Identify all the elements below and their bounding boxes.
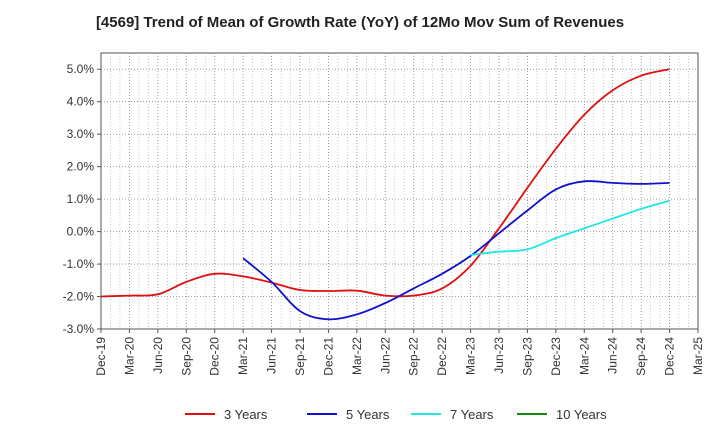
- x-tick-label: Jun-22: [378, 337, 392, 374]
- legend-label: 10 Years: [556, 407, 607, 422]
- series-line-5-years: [242, 180, 670, 321]
- x-axis: Dec-19 Mar-20 Jun-20 Sep-20 Dec-20 Mar-21 Jun-…: [94, 329, 705, 376]
- legend-item-3-years: 3 Years: [185, 407, 268, 422]
- x-tick-label: Dec-21: [321, 337, 335, 376]
- legend-item-7-years: 7 Years: [411, 407, 494, 422]
- legend-item-10-years: 10 Years: [517, 407, 607, 422]
- x-tick-label: Sep-21: [293, 337, 307, 376]
- x-tick-label: Dec-22: [435, 337, 449, 376]
- x-tick-label: Mar-20: [122, 337, 136, 375]
- legend-label: 7 Years: [450, 407, 494, 422]
- x-tick-label: Mar-24: [577, 337, 591, 375]
- y-tick-label: 4.0%: [67, 95, 95, 109]
- x-tick-label: Sep-20: [179, 337, 193, 376]
- x-tick-label: Dec-20: [208, 337, 222, 376]
- y-tick-label: 1.0%: [67, 192, 95, 206]
- grid-layer: [101, 53, 698, 329]
- legend-label: 5 Years: [346, 407, 390, 422]
- x-tick-label: Mar-23: [464, 337, 478, 375]
- x-tick-label: Jun-23: [492, 337, 506, 374]
- y-tick-label: 3.0%: [67, 127, 95, 141]
- x-tick-label: Jun-24: [606, 337, 620, 374]
- x-tick-label: Dec-23: [549, 337, 563, 376]
- x-tick-label: Dec-19: [94, 337, 108, 376]
- x-tick-label: Sep-22: [407, 337, 421, 376]
- y-tick-label: -1.0%: [63, 257, 95, 271]
- legend-label: 3 Years: [224, 407, 268, 422]
- x-tick-label: Mar-22: [350, 337, 364, 375]
- x-tick-label: Sep-24: [634, 337, 648, 376]
- x-tick-label: Jun-21: [265, 337, 279, 374]
- y-tick-label: -3.0%: [63, 322, 95, 336]
- legend-item-5-years: 5 Years: [307, 407, 390, 422]
- series-line-3-years: [100, 68, 670, 298]
- y-tick-label: 2.0%: [67, 160, 95, 174]
- series-layer: [100, 68, 670, 321]
- plot-area: [100, 52, 699, 330]
- y-tick-label: 0.0%: [67, 225, 95, 239]
- x-tick-label: Dec-24: [663, 337, 677, 376]
- x-tick-label: Mar-25: [691, 337, 705, 375]
- y-axis: 5.0% 4.0% 3.0% 2.0% 1.0% 0.0% -1.0% -2.0% -3.0%: [63, 62, 101, 336]
- chart-title: [4569] Trend of Mean of Growth Rate (YoY…: [95, 14, 625, 31]
- y-tick-label: 5.0%: [67, 62, 95, 76]
- x-tick-label: Sep-23: [520, 337, 534, 376]
- x-tick-label: Jun-20: [151, 337, 165, 374]
- y-tick-label: -2.0%: [63, 290, 95, 304]
- series-line-7-years: [470, 199, 670, 256]
- x-tick-label: Mar-21: [236, 337, 250, 375]
- legend: 3 Years 5 Years 7 Years 10 Years: [185, 407, 607, 422]
